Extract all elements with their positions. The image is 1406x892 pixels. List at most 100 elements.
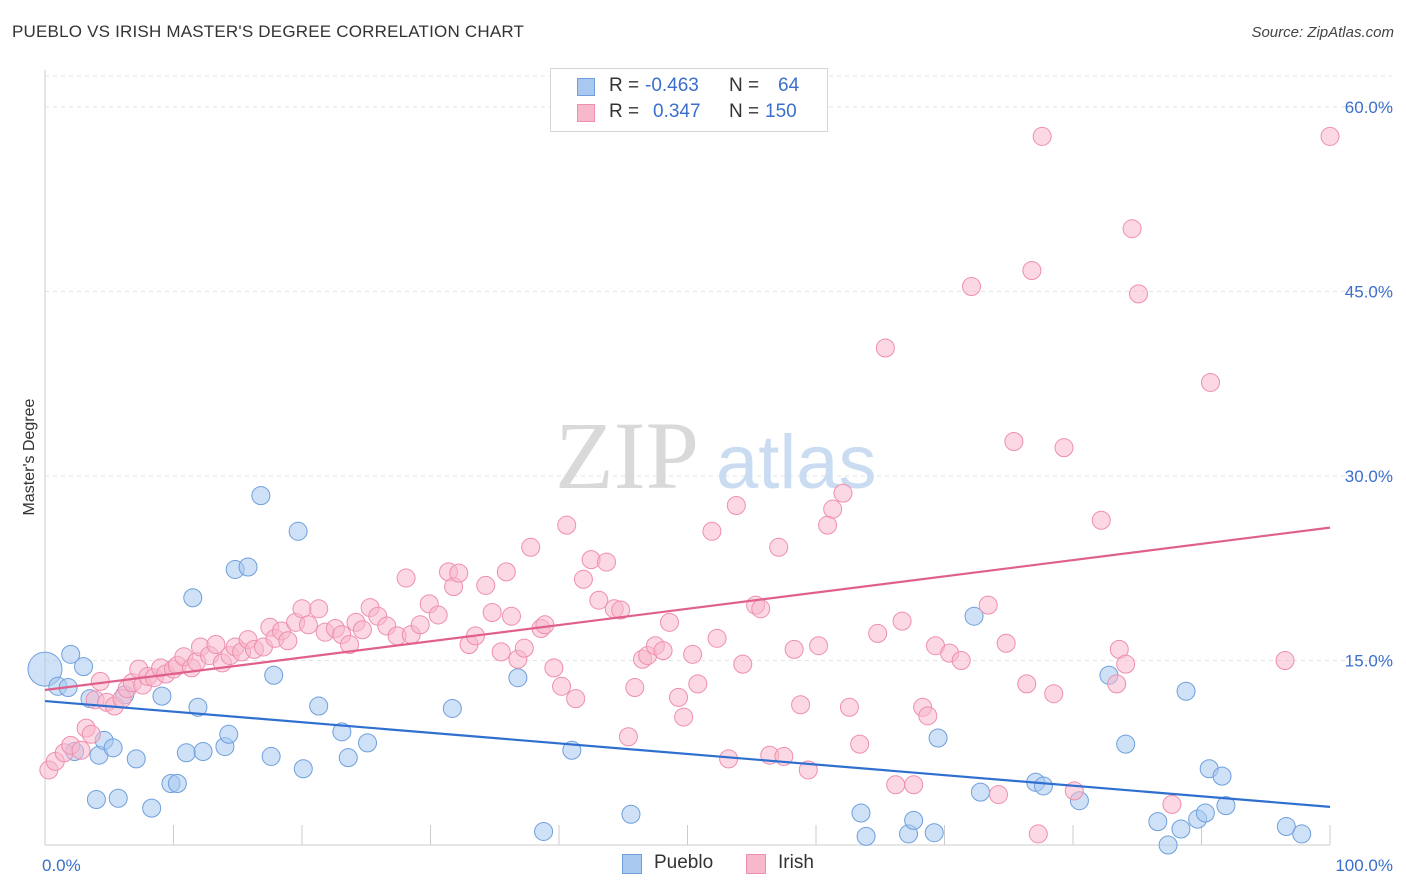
stats-row-pueblo: R = -0.463 N = 64 (551, 75, 827, 99)
irish-r-label: R = (609, 101, 640, 122)
pueblo-point (108, 788, 128, 808)
irish-point (892, 611, 912, 631)
y-tick-label: 30.0% (1345, 467, 1393, 486)
pueblo-point (193, 742, 213, 762)
irish-point (669, 687, 689, 707)
watermark-zip: ZIP (555, 402, 699, 509)
pueblo-point (856, 826, 876, 846)
irish-point (1162, 794, 1182, 814)
irish-swatch (577, 104, 595, 122)
x-tick-label: 100.0% (1335, 856, 1393, 875)
pueblo-point (621, 804, 641, 824)
irish-point (918, 706, 938, 726)
pueblo-point (442, 698, 462, 718)
irish-trend-line (44, 526, 1331, 692)
irish-point (1054, 438, 1074, 458)
irish-point (951, 650, 971, 670)
axes (44, 70, 1331, 846)
pueblo-point (928, 728, 948, 748)
irish-point (1017, 674, 1037, 694)
pueblo-point (1033, 776, 1053, 796)
pueblo-point (126, 749, 146, 769)
irish-point (1320, 126, 1340, 146)
irish-point (733, 654, 753, 674)
pueblo-point (1158, 835, 1178, 855)
irish-point (618, 727, 638, 747)
irish-point (791, 695, 811, 715)
pueblo-point (964, 606, 984, 626)
pueblo-point (176, 743, 196, 763)
pueblo-point (1292, 824, 1312, 844)
irish-point (573, 569, 593, 589)
pueblo-point (1212, 766, 1232, 786)
irish-point (552, 676, 572, 696)
pueblo-swatch (577, 78, 595, 96)
irish-point (292, 599, 312, 619)
irish-point (1091, 510, 1111, 530)
pueblo-r-value: -0.463 (645, 75, 699, 96)
irish-point (611, 600, 631, 620)
irish-point (1022, 261, 1042, 281)
pueblo-point (27, 651, 63, 687)
y-tick-label: 60.0% (1345, 98, 1393, 117)
pueblo-point (288, 521, 308, 541)
irish-point (996, 633, 1016, 653)
irish-point (1028, 824, 1048, 844)
irish-point (1004, 432, 1024, 452)
chart-title: PUEBLO VS IRISH MASTER'S DEGREE CORRELAT… (12, 22, 525, 41)
pueblo-point (508, 668, 528, 688)
pueblo-point (264, 665, 284, 685)
irish-point (396, 568, 416, 588)
irish-point (597, 552, 617, 572)
legend-irish-swatch (746, 854, 766, 874)
irish-point (309, 599, 329, 619)
irish-point (978, 595, 998, 615)
irish-point (839, 697, 859, 717)
irish-point (688, 674, 708, 694)
irish-point (298, 615, 318, 635)
irish-point (625, 678, 645, 698)
pueblo-r-label: R = (609, 75, 640, 96)
irish-point (653, 641, 673, 661)
irish-point (521, 537, 541, 557)
pueblo-point (219, 724, 239, 744)
irish-point (1129, 284, 1149, 304)
irish-point (961, 277, 981, 297)
pueblo-point (183, 588, 203, 608)
irish-point (726, 495, 746, 515)
irish-point (988, 785, 1008, 805)
irish-point (482, 603, 502, 622)
irish-point (886, 775, 906, 795)
pueblo-point (534, 821, 554, 841)
irish-point (1032, 126, 1052, 146)
pueblo-point (152, 686, 172, 706)
irish-point (875, 338, 895, 358)
pueblo-trend-line (44, 699, 1331, 808)
pueblo-point (904, 810, 924, 830)
irish-point (81, 724, 101, 744)
tick-labels: 15.0% 30.0% 45.0% 60.0% 0.0% 100.0% (42, 98, 1393, 875)
irish-point (809, 636, 829, 656)
irish-point (751, 599, 771, 619)
pueblo-n-label: N = (729, 75, 760, 96)
pueblo-point (309, 696, 329, 716)
pueblo-point (188, 697, 208, 717)
irish-point (674, 707, 694, 727)
irish-point (904, 775, 924, 795)
legend-pueblo-label: Pueblo (654, 852, 714, 873)
pueblo-point (1176, 681, 1196, 701)
pueblo-point (1276, 817, 1296, 837)
pueblo-point (1148, 812, 1168, 832)
y-tick-label: 45.0% (1345, 282, 1393, 301)
source-label: Source: ZipAtlas.com (1251, 24, 1394, 41)
irish-point (850, 734, 870, 754)
irish-point (535, 615, 555, 635)
irish-point (71, 740, 91, 760)
pueblo-point (358, 733, 378, 753)
pueblo-point (1195, 803, 1215, 823)
irish-point (206, 634, 226, 654)
irish-point (823, 499, 843, 519)
irish-point (501, 606, 521, 626)
watermark-atlas: atlas (716, 420, 877, 505)
irish-point (769, 537, 789, 557)
